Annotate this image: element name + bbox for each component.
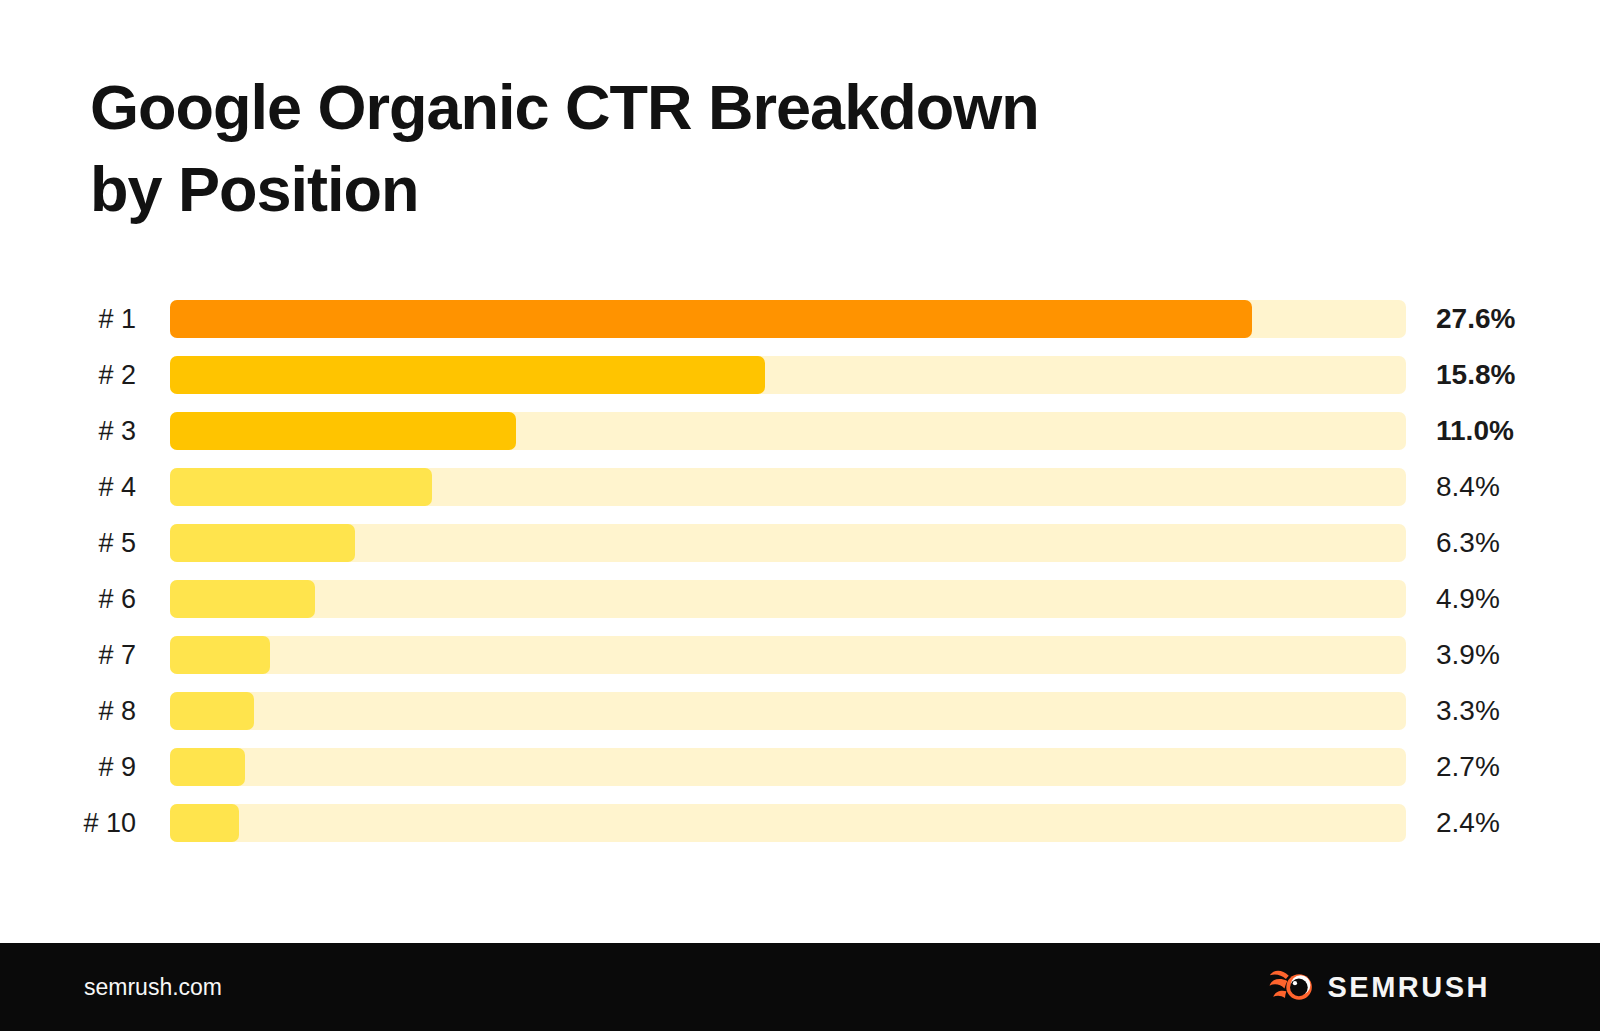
bar-track	[170, 748, 1406, 786]
ctr-infographic: Google Organic CTR Breakdown by Position…	[0, 0, 1600, 1031]
chart-row: # 3 11.0%	[0, 412, 1600, 450]
chart-title-line2: by Position	[90, 148, 1039, 230]
bar-chart: # 1 27.6% # 2 15.8% # 3 11.0% # 4 8.4% #…	[0, 300, 1600, 842]
chart-row: # 7 3.9%	[0, 636, 1600, 674]
semrush-logo-wordmark: SEMRUSH	[1327, 971, 1490, 1004]
position-label: # 7	[0, 640, 136, 671]
bar-track	[170, 804, 1406, 842]
ctr-value: 3.3%	[1436, 695, 1500, 727]
ctr-value: 6.3%	[1436, 527, 1500, 559]
position-label: # 1	[0, 304, 136, 335]
bar-track	[170, 580, 1406, 618]
bar-fill	[170, 468, 432, 506]
chart-row: # 5 6.3%	[0, 524, 1600, 562]
chart-row: # 9 2.7%	[0, 748, 1600, 786]
semrush-logo: SEMRUSH	[1269, 968, 1490, 1006]
ctr-value: 2.4%	[1436, 807, 1500, 839]
bar-track	[170, 356, 1406, 394]
ctr-value: 27.6%	[1436, 303, 1515, 335]
chart-row: # 10 2.4%	[0, 804, 1600, 842]
position-label: # 8	[0, 696, 136, 727]
bar-fill	[170, 356, 765, 394]
bar-track	[170, 636, 1406, 674]
bar-track	[170, 692, 1406, 730]
position-label: # 5	[0, 528, 136, 559]
bar-fill	[170, 636, 270, 674]
ctr-value: 2.7%	[1436, 751, 1500, 783]
chart-title: Google Organic CTR Breakdown by Position	[90, 66, 1039, 230]
bar-fill	[170, 524, 355, 562]
position-label: # 9	[0, 752, 136, 783]
bar-fill	[170, 412, 516, 450]
position-label: # 4	[0, 472, 136, 503]
bar-track	[170, 300, 1406, 338]
position-label: # 2	[0, 360, 136, 391]
chart-title-line1: Google Organic CTR Breakdown	[90, 66, 1039, 148]
ctr-value: 4.9%	[1436, 583, 1500, 615]
bar-fill	[170, 692, 254, 730]
semrush-flame-icon	[1269, 968, 1316, 1006]
footer-bar: semrush.com SEMRUSH	[0, 943, 1600, 1031]
ctr-value: 3.9%	[1436, 639, 1500, 671]
bar-track	[170, 524, 1406, 562]
site-url-label: semrush.com	[84, 974, 222, 1001]
bar-track	[170, 468, 1406, 506]
bar-fill	[170, 580, 315, 618]
ctr-value: 15.8%	[1436, 359, 1515, 391]
chart-row: # 2 15.8%	[0, 356, 1600, 394]
ctr-value: 8.4%	[1436, 471, 1500, 503]
position-label: # 3	[0, 416, 136, 447]
bar-track	[170, 412, 1406, 450]
chart-row: # 8 3.3%	[0, 692, 1600, 730]
position-label: # 10	[0, 808, 136, 839]
position-label: # 6	[0, 584, 136, 615]
bar-fill	[170, 804, 239, 842]
chart-row: # 4 8.4%	[0, 468, 1600, 506]
bar-fill	[170, 300, 1252, 338]
chart-row: # 1 27.6%	[0, 300, 1600, 338]
chart-row: # 6 4.9%	[0, 580, 1600, 618]
ctr-value: 11.0%	[1436, 415, 1514, 447]
bar-fill	[170, 748, 245, 786]
